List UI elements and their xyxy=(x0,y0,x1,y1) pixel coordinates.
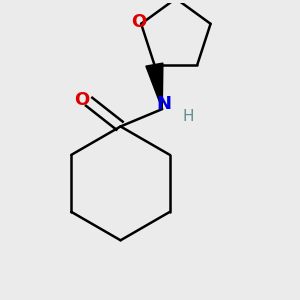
Text: O: O xyxy=(131,13,147,31)
Polygon shape xyxy=(146,63,163,109)
Text: H: H xyxy=(182,109,194,124)
Text: N: N xyxy=(156,95,171,113)
Text: O: O xyxy=(74,91,89,109)
